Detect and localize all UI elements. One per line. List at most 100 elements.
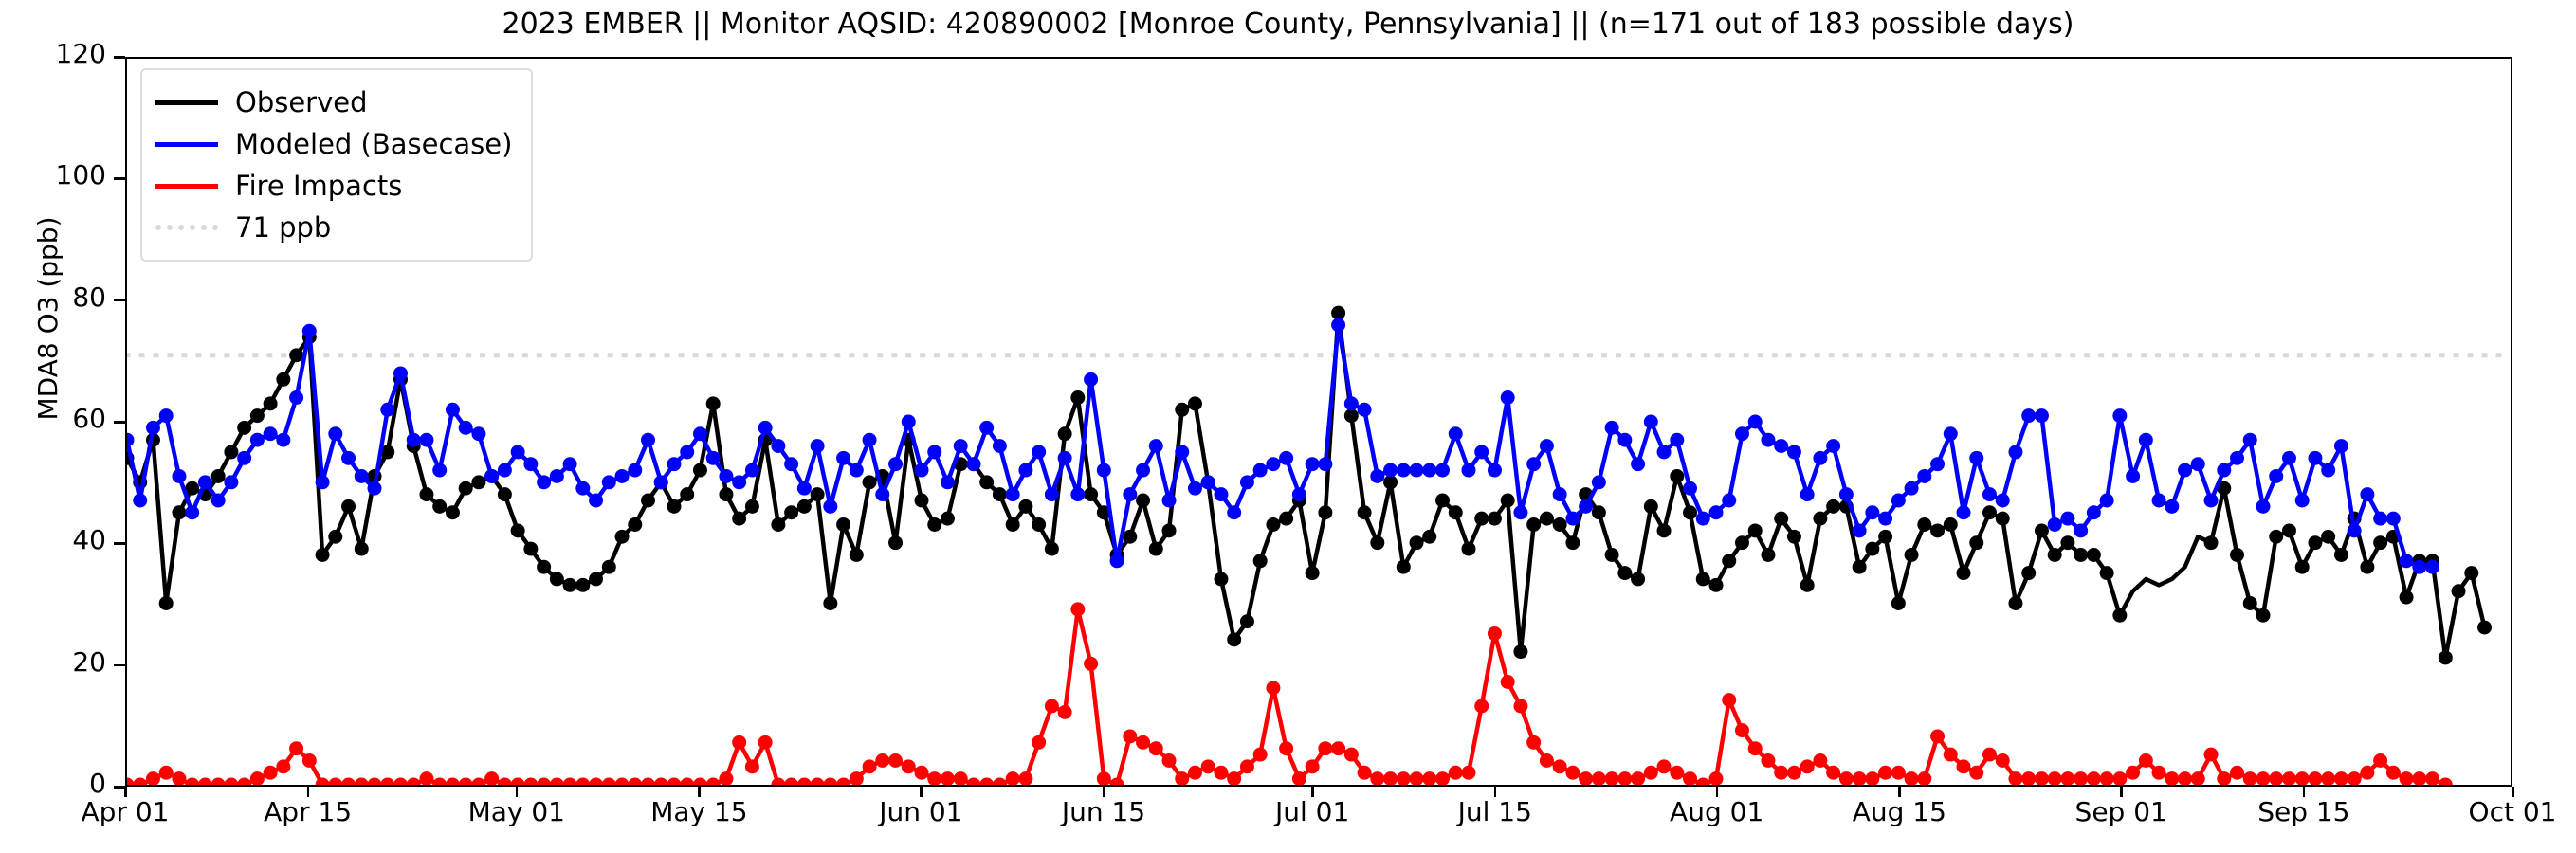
data-point — [810, 777, 825, 785]
data-point — [1383, 771, 1398, 785]
y-tick-label: 0 — [89, 768, 106, 799]
data-point — [1005, 771, 1020, 785]
data-point — [914, 765, 929, 780]
data-point — [2099, 771, 2114, 785]
data-point — [1279, 450, 1294, 465]
x-tick-mark — [2302, 787, 2306, 797]
legend-item[interactable]: 71 ppb — [155, 207, 512, 248]
data-point — [601, 559, 616, 574]
data-point — [2008, 596, 2023, 610]
data-point — [1044, 699, 1059, 714]
data-point — [1214, 572, 1229, 587]
x-tick-mark — [124, 787, 127, 797]
data-point — [1565, 511, 1580, 526]
x-tick-mark — [2512, 787, 2514, 797]
data-point — [1409, 771, 1424, 785]
data-point — [1656, 445, 1672, 460]
legend-item[interactable]: Modeled (Basecase) — [155, 123, 512, 165]
data-point — [2308, 535, 2323, 551]
data-point — [510, 445, 525, 460]
data-point — [1305, 457, 1320, 472]
data-point — [1539, 753, 1554, 768]
data-point — [328, 777, 343, 785]
legend-item[interactable]: Fire Impacts — [155, 165, 512, 207]
data-point — [2034, 523, 2049, 538]
data-point — [1109, 777, 1124, 785]
data-point — [2308, 771, 2323, 785]
data-point — [1878, 529, 1893, 544]
data-point — [406, 777, 421, 785]
data-point — [210, 493, 226, 508]
data-point — [2373, 753, 2388, 768]
data-point — [1279, 511, 1294, 526]
page-title: 2023 EMBER || Monitor AQSID: 420890002 [… — [502, 8, 2074, 41]
data-point — [1422, 529, 1437, 544]
data-point — [367, 481, 382, 496]
data-point — [1838, 487, 1854, 502]
data-point — [172, 771, 187, 785]
data-point — [692, 463, 707, 478]
data-point — [1695, 572, 1710, 587]
data-point — [1422, 771, 1437, 785]
data-point — [2151, 493, 2166, 508]
data-point — [1513, 699, 1528, 714]
data-point — [2281, 771, 2296, 785]
legend-label: Fire Impacts — [235, 169, 403, 202]
data-point — [133, 777, 148, 785]
data-point — [2321, 529, 2336, 544]
data-point — [1813, 450, 1828, 465]
data-point — [1552, 759, 1567, 774]
data-point — [2321, 463, 2336, 478]
data-point — [1643, 499, 1658, 514]
data-point — [641, 493, 655, 508]
data-point — [537, 559, 552, 574]
data-point — [1591, 771, 1606, 785]
data-point — [641, 432, 655, 447]
data-point — [1579, 499, 1594, 514]
data-point — [1383, 463, 1398, 478]
data-point — [614, 529, 630, 544]
data-point — [497, 777, 512, 785]
y-tick-mark — [114, 663, 125, 667]
data-point — [1266, 681, 1281, 696]
data-point — [2034, 408, 2049, 424]
data-point — [1032, 445, 1047, 460]
data-point — [1526, 457, 1542, 472]
data-point — [1448, 765, 1463, 780]
data-point — [2086, 547, 2101, 562]
data-point — [901, 759, 916, 774]
data-point — [1683, 505, 1698, 520]
data-point — [1291, 487, 1306, 502]
data-point — [2256, 771, 2271, 785]
data-point — [1943, 426, 1958, 442]
data-point — [2165, 499, 2180, 514]
x-tick-mark — [515, 787, 519, 797]
data-point — [1734, 723, 1749, 738]
data-point — [1187, 765, 1202, 780]
data-point — [380, 777, 395, 785]
data-point — [301, 323, 317, 338]
data-point — [1148, 439, 1163, 453]
data-point — [537, 475, 552, 490]
data-point — [680, 777, 695, 785]
data-point — [1136, 735, 1151, 750]
data-point — [2333, 439, 2348, 453]
legend-item[interactable]: Observed — [155, 82, 512, 123]
data-point — [1683, 771, 1698, 785]
data-point — [458, 777, 473, 785]
data-point — [432, 777, 448, 785]
data-point — [510, 777, 525, 785]
data-point — [127, 777, 135, 785]
data-point — [1422, 463, 1437, 478]
data-point — [979, 420, 995, 435]
data-point — [796, 481, 812, 496]
data-point — [823, 596, 838, 610]
legend-swatch-icon — [155, 141, 218, 147]
data-point — [1643, 414, 1658, 429]
data-point — [2021, 566, 2037, 581]
data-point — [680, 487, 695, 502]
data-point — [1175, 771, 1190, 785]
data-point — [1539, 511, 1554, 526]
data-point — [315, 777, 330, 785]
data-point — [1357, 765, 1372, 780]
